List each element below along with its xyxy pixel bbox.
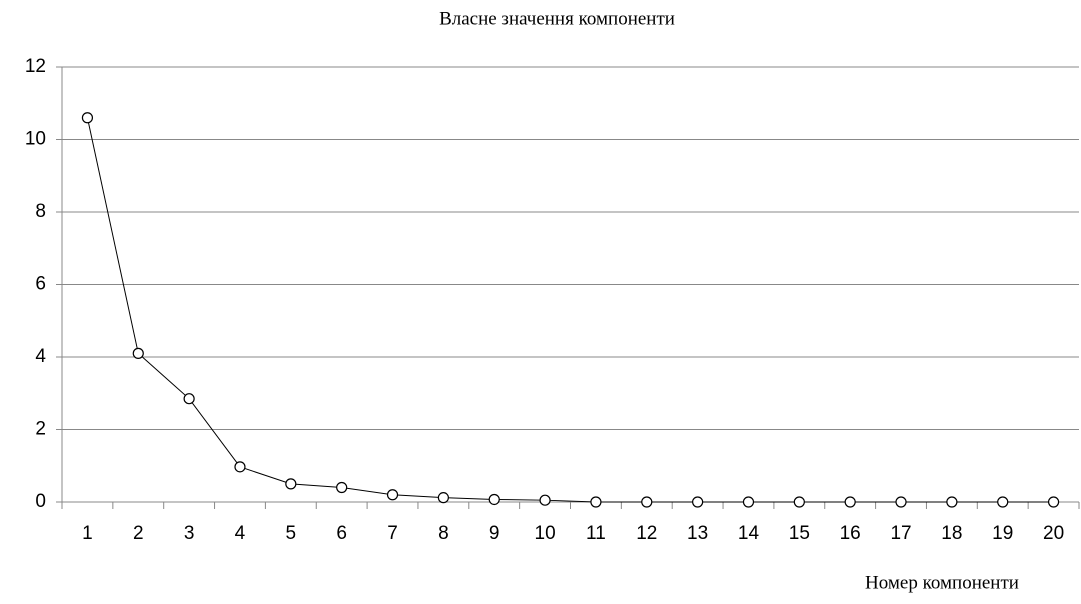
x-tick-label: 4 (235, 523, 246, 544)
x-tick-label: 11 (586, 523, 606, 544)
x-tick-label: 17 (890, 523, 911, 544)
x-tick-label: 6 (336, 523, 347, 544)
marker (1047, 496, 1060, 508)
marker (183, 393, 195, 405)
x-tick-label: 3 (184, 523, 195, 544)
x-tick-label: 1 (82, 523, 93, 544)
x-tick-label: 9 (489, 523, 500, 544)
x-tick-label: 18 (941, 523, 962, 544)
marker (946, 496, 958, 508)
y-tick-label: 12 (25, 56, 46, 77)
y-tick-label: 10 (25, 129, 46, 150)
x-tick-label: 19 (992, 523, 1013, 544)
marker (895, 496, 907, 508)
marker (641, 496, 653, 508)
marker (539, 494, 551, 506)
x-tick-label: 14 (738, 523, 760, 544)
y-tick-label: 0 (35, 491, 46, 512)
marker (336, 481, 348, 494)
y-tick-label: 4 (35, 346, 46, 367)
line (86, 117, 1054, 503)
marker (692, 496, 704, 508)
x-tick-label: 5 (286, 523, 297, 544)
marker (132, 347, 144, 359)
x-axis-label: Номер компоненти (865, 572, 1019, 593)
y-tick-label: 6 (35, 274, 46, 295)
x-tick-label: 16 (840, 523, 861, 544)
marker (437, 492, 449, 504)
y-tick-label: 2 (35, 419, 46, 440)
marker (81, 112, 94, 124)
marker (234, 461, 246, 473)
x-tick-label: 10 (535, 523, 556, 544)
marker (488, 493, 500, 506)
x-tick-label: 2 (133, 523, 144, 544)
marker (793, 496, 805, 508)
x-tick-label: 12 (636, 523, 657, 544)
x-tick-label: 20 (1043, 523, 1064, 544)
marker (997, 496, 1009, 508)
x-tick-label: 7 (387, 523, 398, 544)
marker (285, 478, 297, 490)
marker (590, 496, 602, 508)
y-tick-label: 8 (35, 201, 46, 222)
x-tick-label: 15 (789, 523, 810, 544)
x-tick-label: 8 (438, 523, 449, 544)
marker (844, 496, 856, 508)
chart-title: Власне значення компоненти (439, 8, 675, 29)
x-tick-label: 13 (687, 523, 708, 544)
marker (386, 489, 399, 501)
marker (742, 496, 755, 508)
